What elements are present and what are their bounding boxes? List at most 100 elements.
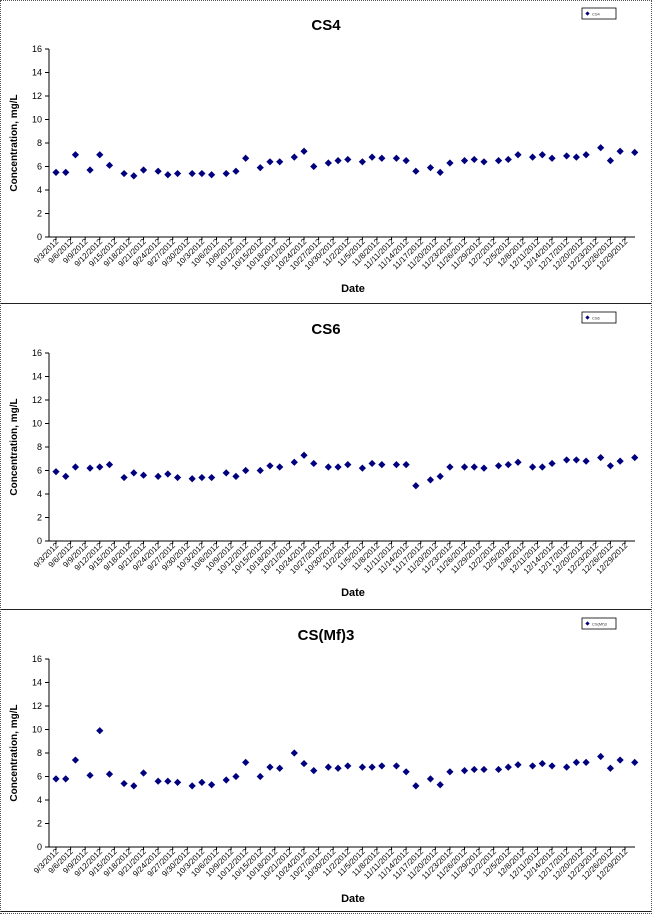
data-point xyxy=(242,154,250,162)
data-point xyxy=(426,476,435,484)
y-tick-label: 2 xyxy=(37,209,42,219)
data-point xyxy=(597,752,605,761)
data-point xyxy=(300,147,308,155)
data-point xyxy=(71,463,80,471)
data-point xyxy=(266,763,274,771)
y-axis-title: Concentration, mg/L xyxy=(9,704,20,801)
y-tick-label: 4 xyxy=(37,185,42,195)
data-point xyxy=(563,763,571,771)
data-point xyxy=(392,154,401,162)
data-point xyxy=(256,772,264,781)
data-point xyxy=(344,762,352,770)
data-point xyxy=(290,153,298,161)
data-point xyxy=(130,469,138,477)
data-point xyxy=(290,458,298,466)
data-point xyxy=(392,461,401,469)
data-point xyxy=(86,166,94,174)
y-tick-label: 8 xyxy=(37,748,42,758)
legend-box xyxy=(581,7,617,20)
data-point xyxy=(494,765,503,774)
data-point xyxy=(96,463,104,471)
data-point xyxy=(173,473,182,482)
data-point xyxy=(446,159,454,167)
data-point xyxy=(276,764,284,772)
data-point xyxy=(368,459,376,468)
data-point xyxy=(256,466,264,475)
data-point xyxy=(358,763,366,771)
data-point xyxy=(52,168,60,176)
data-point xyxy=(436,168,444,176)
data-point xyxy=(139,166,148,174)
data-point xyxy=(616,457,624,465)
chart-title: CS(Mf)3 xyxy=(298,627,355,644)
data-point xyxy=(344,155,352,164)
y-axis-title: Concentration, mg/L xyxy=(9,94,20,191)
chart-panel: CS6 CS6 0 2 4 6 8 10 12 14 16 Concentration, mg/L 9/… xyxy=(1,304,651,610)
data-point xyxy=(310,162,318,171)
data-point xyxy=(563,152,571,160)
data-point xyxy=(582,758,590,766)
y-tick-label: 14 xyxy=(32,678,42,688)
data-point xyxy=(470,765,478,774)
data-point xyxy=(62,775,70,783)
data-point xyxy=(631,453,639,462)
data-point xyxy=(412,482,420,490)
data-point xyxy=(572,758,580,766)
data-point xyxy=(334,764,342,772)
data-point xyxy=(538,463,546,471)
chart-legend: CS4 xyxy=(581,7,617,20)
data-point xyxy=(378,154,386,162)
y-tick-label: 10 xyxy=(32,419,42,429)
data-point xyxy=(402,157,410,165)
y-axis-title: Concentration, mg/L xyxy=(9,398,20,495)
data-point xyxy=(378,762,386,770)
data-point xyxy=(344,461,352,469)
data-point xyxy=(105,161,114,169)
y-tick-label: 16 xyxy=(32,44,42,54)
y-tick-label: 6 xyxy=(37,466,42,476)
data-point xyxy=(528,463,537,471)
y-tick-label: 10 xyxy=(32,115,42,125)
data-point xyxy=(631,148,639,156)
chart-panel: CS(Mf)3 CS(Mf)3 0 2 4 6 8 10 12 14 16 Concentration… xyxy=(1,610,651,912)
data-point xyxy=(548,459,556,468)
data-point xyxy=(426,164,435,172)
data-point xyxy=(597,453,605,462)
data-point xyxy=(105,461,114,469)
data-point xyxy=(139,769,148,777)
data-point xyxy=(198,778,206,786)
data-point xyxy=(597,144,605,152)
data-point xyxy=(208,473,216,482)
data-point xyxy=(528,153,537,161)
data-point xyxy=(460,767,469,775)
data-point xyxy=(334,463,342,471)
data-point xyxy=(616,756,624,764)
data-point xyxy=(276,463,284,471)
data-point xyxy=(606,462,615,470)
data-point xyxy=(324,463,332,471)
data-point xyxy=(120,473,128,482)
data-point xyxy=(470,463,478,471)
data-point xyxy=(538,151,546,159)
data-point xyxy=(164,171,172,179)
data-point xyxy=(71,151,80,159)
y-tick-label: 4 xyxy=(37,489,42,499)
data-point xyxy=(514,458,522,466)
x-axis-title: Date xyxy=(341,893,365,905)
data-point xyxy=(494,157,503,165)
y-tick-label: 6 xyxy=(37,772,42,782)
y-tick-label: 16 xyxy=(32,348,42,358)
data-point xyxy=(470,155,478,164)
y-tick-label: 0 xyxy=(37,536,42,546)
y-tick-label: 0 xyxy=(37,842,42,852)
data-point xyxy=(266,462,274,470)
data-point xyxy=(480,765,488,774)
x-axis-title: Date xyxy=(341,587,365,599)
data-point xyxy=(446,463,454,471)
data-point xyxy=(631,758,639,766)
data-point xyxy=(392,762,401,770)
data-point xyxy=(572,456,580,464)
data-point xyxy=(188,782,196,790)
data-point xyxy=(402,768,410,776)
